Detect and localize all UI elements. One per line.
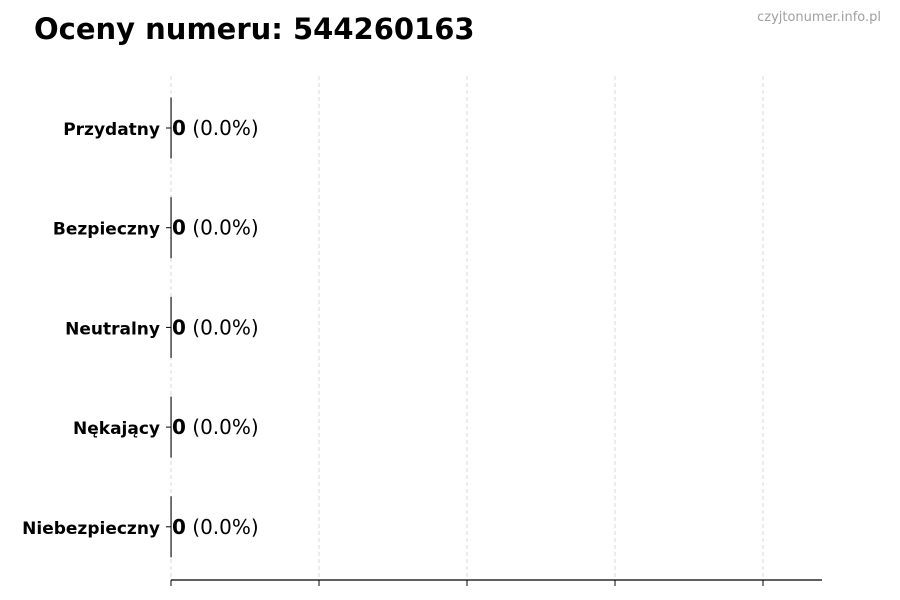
percent-label: (0.0%) <box>186 315 259 339</box>
percent-label: (0.0%) <box>186 116 259 140</box>
percent-label: (0.0%) <box>186 515 259 539</box>
category-label: Neutralny <box>65 319 160 339</box>
value-label: 0 <box>172 415 186 439</box>
category-label: Niebezpieczny <box>22 519 160 539</box>
category-label: Bezpieczny <box>53 220 160 240</box>
value-label: 0 <box>172 315 186 339</box>
category-label: Przydatny <box>63 120 160 140</box>
data-label: 0 (0.0%) <box>172 415 259 439</box>
value-label: 0 <box>172 216 186 240</box>
chart-title: Oceny numeru: 544260163 <box>34 12 475 46</box>
value-label: 0 <box>172 116 186 140</box>
data-label: 0 (0.0%) <box>172 116 259 140</box>
value-label: 0 <box>172 515 186 539</box>
percent-label: (0.0%) <box>186 415 259 439</box>
data-label: 0 (0.0%) <box>172 515 259 539</box>
data-label: 0 (0.0%) <box>172 216 259 240</box>
data-label: 0 (0.0%) <box>172 315 259 339</box>
watermark: czyjtonumer.info.pl <box>757 10 881 25</box>
percent-label: (0.0%) <box>186 216 259 240</box>
category-label: Nękający <box>73 419 160 439</box>
